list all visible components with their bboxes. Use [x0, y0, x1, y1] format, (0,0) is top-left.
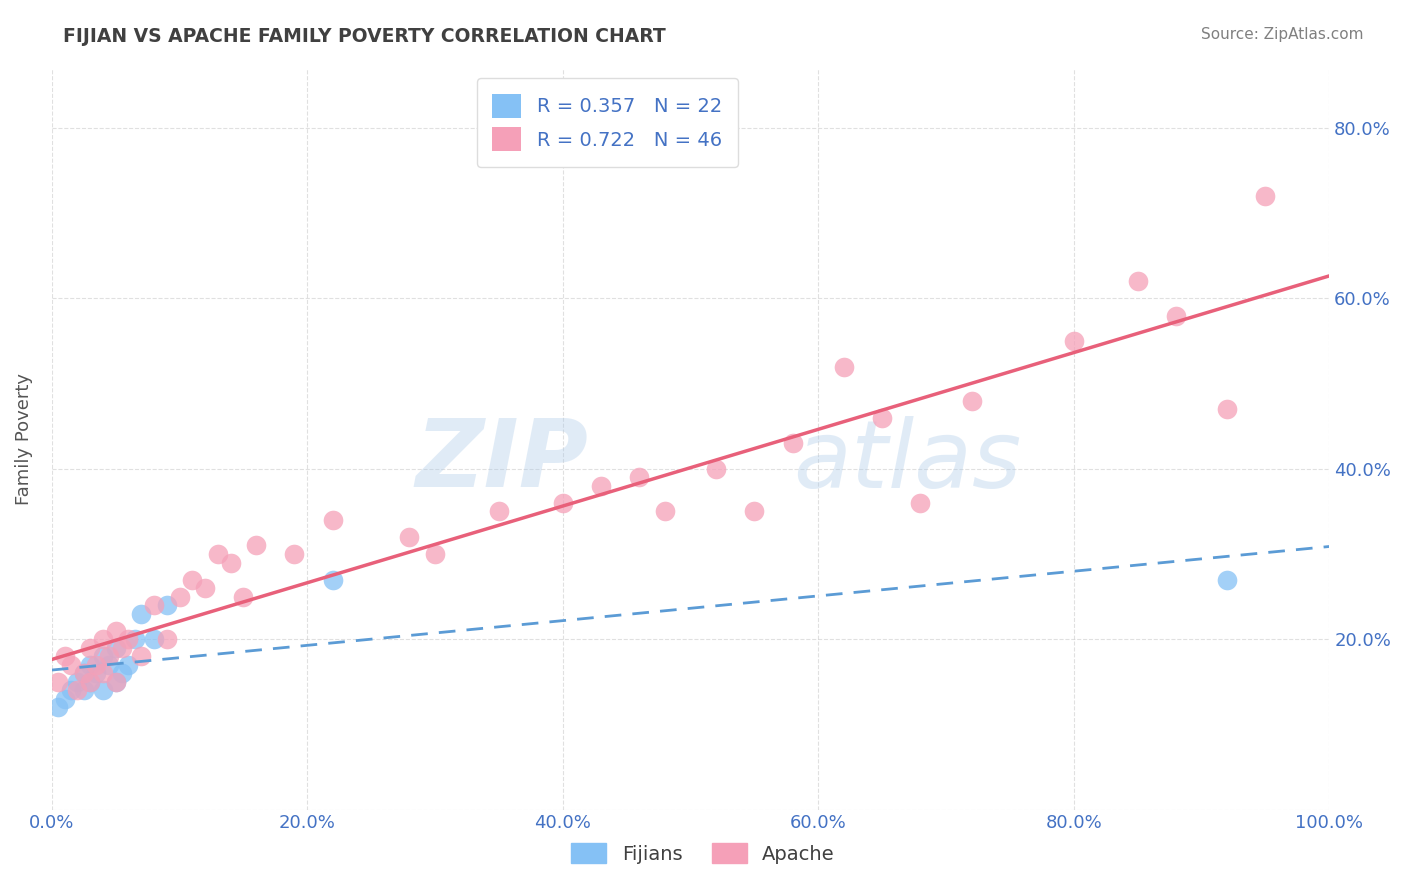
Point [104, 640, 127, 655]
Point [111, 640, 134, 655]
Point [322, 513, 344, 527]
Point [1216, 573, 1239, 587]
Point [66, 683, 89, 698]
Point [79, 674, 101, 689]
Point [142, 632, 165, 647]
Point [782, 436, 804, 450]
Point [488, 504, 510, 518]
Point [194, 581, 217, 595]
Point [73, 666, 96, 681]
Point [104, 624, 127, 638]
Point [628, 470, 651, 484]
Point [129, 607, 152, 621]
Point [322, 573, 344, 587]
Point [117, 657, 139, 672]
Text: FIJIAN VS APACHE FAMILY POVERTY CORRELATION CHART: FIJIAN VS APACHE FAMILY POVERTY CORRELAT… [63, 27, 666, 45]
Point [91, 683, 114, 698]
Point [1126, 275, 1149, 289]
Point [86, 666, 108, 681]
Point [232, 590, 254, 604]
Point [1063, 334, 1085, 348]
Point [79, 657, 101, 672]
Point [66, 674, 89, 689]
Point [46, 674, 69, 689]
Point [104, 674, 127, 689]
Point [423, 547, 446, 561]
Point [156, 598, 179, 612]
Point [910, 496, 932, 510]
Point [960, 393, 983, 408]
Point [219, 556, 242, 570]
Point [870, 410, 893, 425]
Point [398, 530, 420, 544]
Point [169, 590, 191, 604]
Point [73, 683, 96, 698]
Legend: Fijians, Apache: Fijians, Apache [561, 833, 845, 873]
Point [832, 359, 855, 374]
Point [98, 649, 121, 664]
Point [79, 674, 101, 689]
Point [91, 632, 114, 647]
Y-axis label: Family Poverty: Family Poverty [15, 373, 32, 505]
Point [245, 539, 267, 553]
Point [207, 547, 229, 561]
Legend: R = 0.357   N = 22, R = 0.722   N = 46: R = 0.357 N = 22, R = 0.722 N = 46 [477, 78, 738, 167]
Point [654, 504, 676, 518]
Point [591, 479, 613, 493]
Point [79, 640, 101, 655]
Point [744, 504, 766, 518]
Point [129, 649, 152, 664]
Text: Source: ZipAtlas.com: Source: ZipAtlas.com [1201, 27, 1364, 42]
Point [142, 598, 165, 612]
Point [98, 657, 121, 672]
Text: ZIP: ZIP [415, 416, 588, 508]
Point [73, 666, 96, 681]
Point [91, 649, 114, 664]
Point [86, 657, 108, 672]
Point [104, 674, 127, 689]
Point [551, 496, 574, 510]
Point [117, 632, 139, 647]
Point [1254, 189, 1277, 203]
Point [59, 683, 82, 698]
Point [111, 666, 134, 681]
Point [124, 632, 146, 647]
Point [156, 632, 179, 647]
Point [1164, 309, 1187, 323]
Point [46, 700, 69, 714]
Point [53, 649, 76, 664]
Point [1216, 402, 1239, 417]
Point [59, 657, 82, 672]
Point [91, 666, 114, 681]
Point [53, 691, 76, 706]
Point [704, 462, 727, 476]
Text: atlas: atlas [793, 416, 1021, 507]
Point [283, 547, 305, 561]
Point [181, 573, 204, 587]
